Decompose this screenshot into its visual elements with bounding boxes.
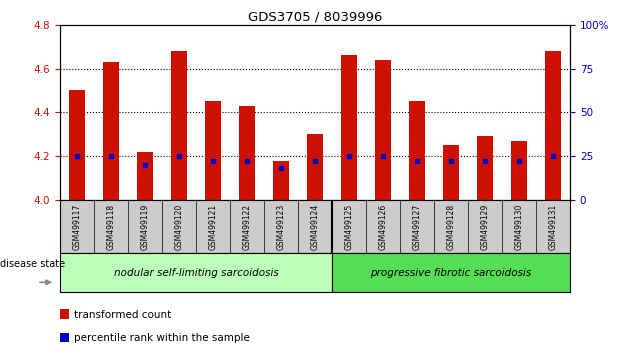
Bar (444, 145, 459, 200)
Bar (137, 152, 152, 200)
Text: GSM499118: GSM499118 (106, 204, 115, 250)
Text: GSM499117: GSM499117 (72, 204, 81, 250)
Text: GSM499122: GSM499122 (243, 204, 251, 250)
Text: GSM499120: GSM499120 (175, 204, 183, 250)
Bar (171, 51, 186, 200)
Text: GSM499129: GSM499129 (481, 204, 490, 250)
Bar (375, 60, 391, 200)
Text: GSM499130: GSM499130 (515, 203, 524, 250)
Text: GSM499124: GSM499124 (311, 204, 319, 250)
Bar (478, 137, 493, 200)
Text: GSM499123: GSM499123 (277, 204, 285, 250)
Bar (512, 141, 527, 200)
Text: nodular self-limiting sarcoidosis: nodular self-limiting sarcoidosis (113, 268, 278, 278)
Bar (69, 91, 84, 200)
Text: transformed count: transformed count (74, 310, 171, 320)
Text: percentile rank within the sample: percentile rank within the sample (74, 333, 249, 343)
Bar (205, 102, 220, 200)
Bar (546, 51, 561, 200)
Text: GSM499125: GSM499125 (345, 204, 353, 250)
Bar (60, 309, 69, 319)
Bar (410, 102, 425, 200)
Bar (239, 106, 255, 200)
Bar (273, 161, 289, 200)
Bar (60, 253, 332, 292)
Text: disease state: disease state (1, 259, 66, 269)
Bar (341, 56, 357, 200)
Bar (307, 134, 323, 200)
Text: progressive fibrotic sarcoidosis: progressive fibrotic sarcoidosis (370, 268, 532, 278)
Text: GSM499121: GSM499121 (209, 204, 217, 250)
Text: GSM499119: GSM499119 (140, 204, 149, 250)
Title: GDS3705 / 8039996: GDS3705 / 8039996 (248, 11, 382, 24)
Text: GSM499127: GSM499127 (413, 204, 421, 250)
Text: GSM499128: GSM499128 (447, 204, 455, 250)
Text: GSM499131: GSM499131 (549, 204, 558, 250)
Bar (332, 253, 570, 292)
Bar (60, 332, 69, 342)
Text: GSM499126: GSM499126 (379, 204, 387, 250)
Bar (103, 62, 118, 200)
